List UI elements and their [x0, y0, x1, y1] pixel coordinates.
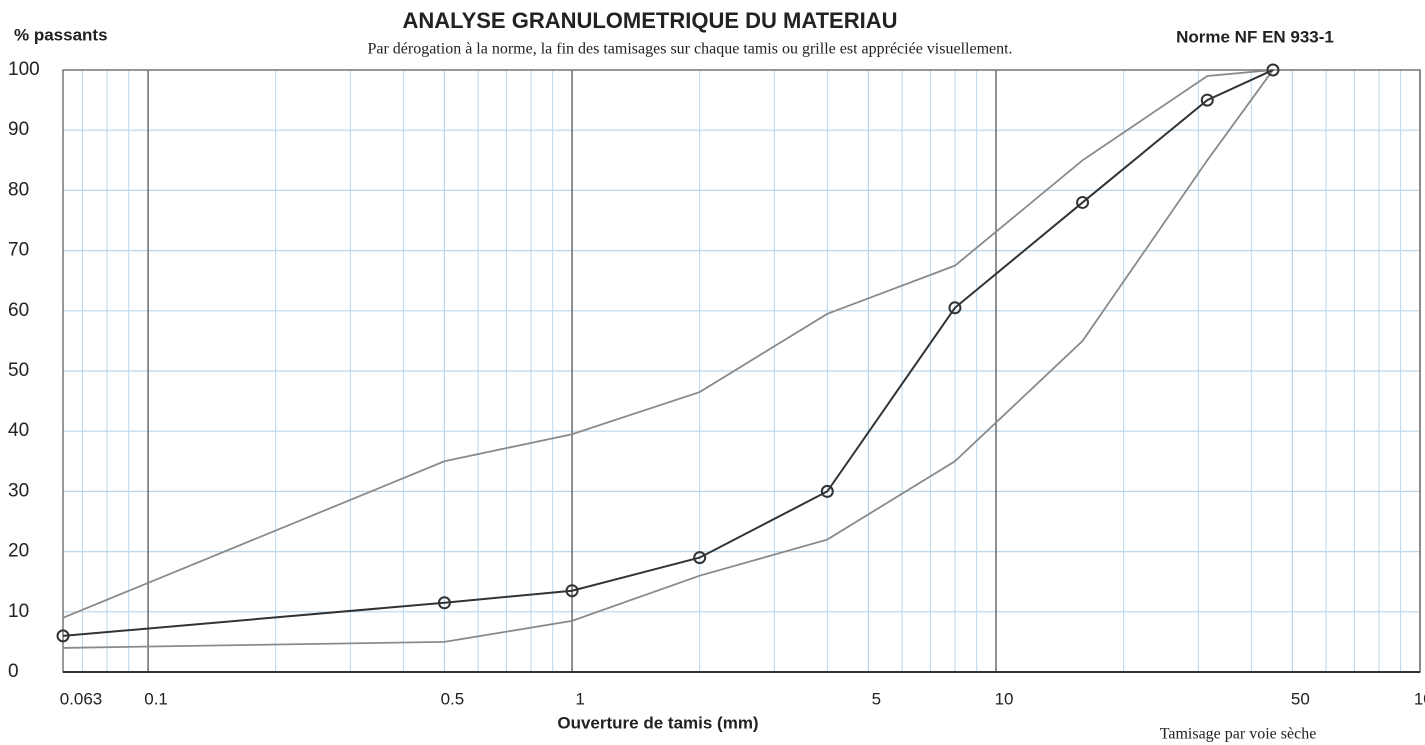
x-tick-label: 0.1: [144, 689, 168, 708]
y-tick-label: 50: [8, 360, 29, 381]
series-line: [62, 69, 1274, 637]
x-tick-label: 5: [872, 689, 881, 708]
x-tick-label: 10: [995, 689, 1014, 708]
note: Tamisage par voie sèche: [1160, 726, 1317, 743]
chart-title: ANALYSE GRANULOMETRIQUE DU MATERIAU: [402, 8, 897, 33]
series-line: [62, 69, 1274, 649]
data-point: [437, 596, 451, 610]
data-point: [693, 551, 707, 565]
x-tick-label: 50: [1291, 689, 1310, 708]
data-point: [1076, 195, 1090, 209]
data-point: [56, 629, 70, 643]
data-point: [948, 301, 962, 315]
y-tick-label: 70: [8, 240, 29, 261]
y-tick-label: 10: [8, 601, 29, 622]
y-tick-label: 60: [8, 300, 29, 321]
norm-label: Norme NF EN 933-1: [1176, 27, 1334, 46]
data-point: [1200, 93, 1214, 107]
y-tick-label: 40: [8, 420, 29, 441]
data-point: [820, 484, 834, 498]
x-tick-label: 0.5: [441, 689, 465, 708]
y-axis-label: % passants: [14, 25, 108, 44]
x-axis-label: Ouverture de tamis (mm): [557, 713, 758, 732]
data-point: [1266, 63, 1280, 77]
series-line: [62, 69, 1274, 619]
y-tick-label: 90: [8, 119, 29, 140]
y-tick-label: 0: [8, 661, 19, 682]
x-tick-label: 0.063: [60, 689, 103, 708]
y-tick-label: 80: [8, 179, 29, 200]
y-tick-label: 30: [8, 480, 29, 501]
chart-subtitle: Par dérogation à la norme, la fin des ta…: [367, 41, 1012, 58]
y-tick-label: 20: [8, 541, 29, 562]
data-point: [565, 584, 579, 598]
y-tick-label: 100: [8, 59, 40, 80]
x-tick-label: 1: [575, 689, 584, 708]
x-tick-label: 100: [1414, 689, 1425, 708]
